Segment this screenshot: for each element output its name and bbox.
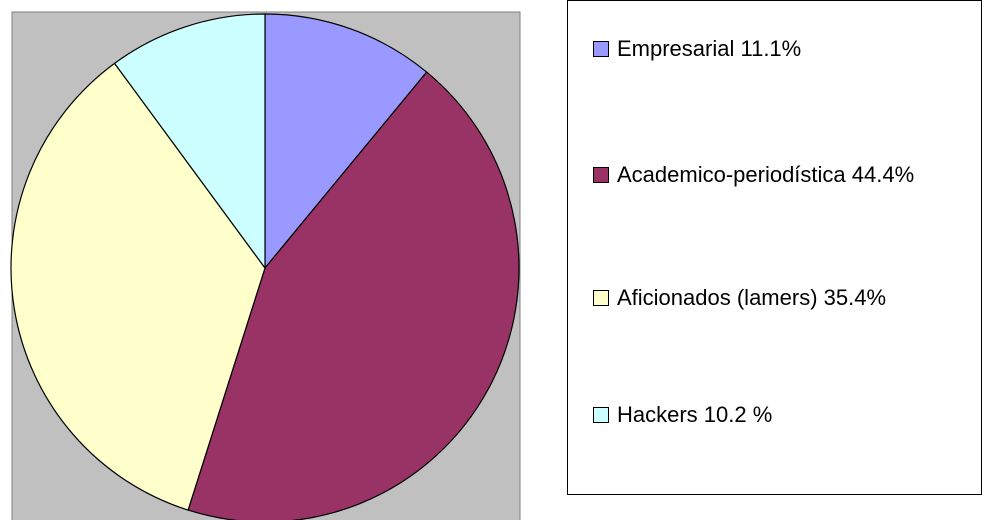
pie-slice	[113, 13, 266, 270]
legend-swatch	[593, 167, 609, 183]
legend-label: Academico-periodística 44.4%	[617, 162, 915, 187]
legend-label: Empresarial 11.1%	[617, 36, 802, 61]
pie-slice	[10, 62, 266, 511]
legend-swatch	[593, 407, 609, 423]
legend-label: Aficionados (lamers) 35.4%	[617, 285, 887, 310]
legend-swatch	[593, 41, 609, 57]
pie-slice	[187, 71, 520, 520]
legend: Empresarial 11.1% Academico-periodística …	[567, 0, 982, 495]
legend-label: Hackers 10.2 %	[617, 402, 773, 427]
legend-swatch	[593, 290, 609, 306]
pie-slice	[264, 13, 428, 270]
